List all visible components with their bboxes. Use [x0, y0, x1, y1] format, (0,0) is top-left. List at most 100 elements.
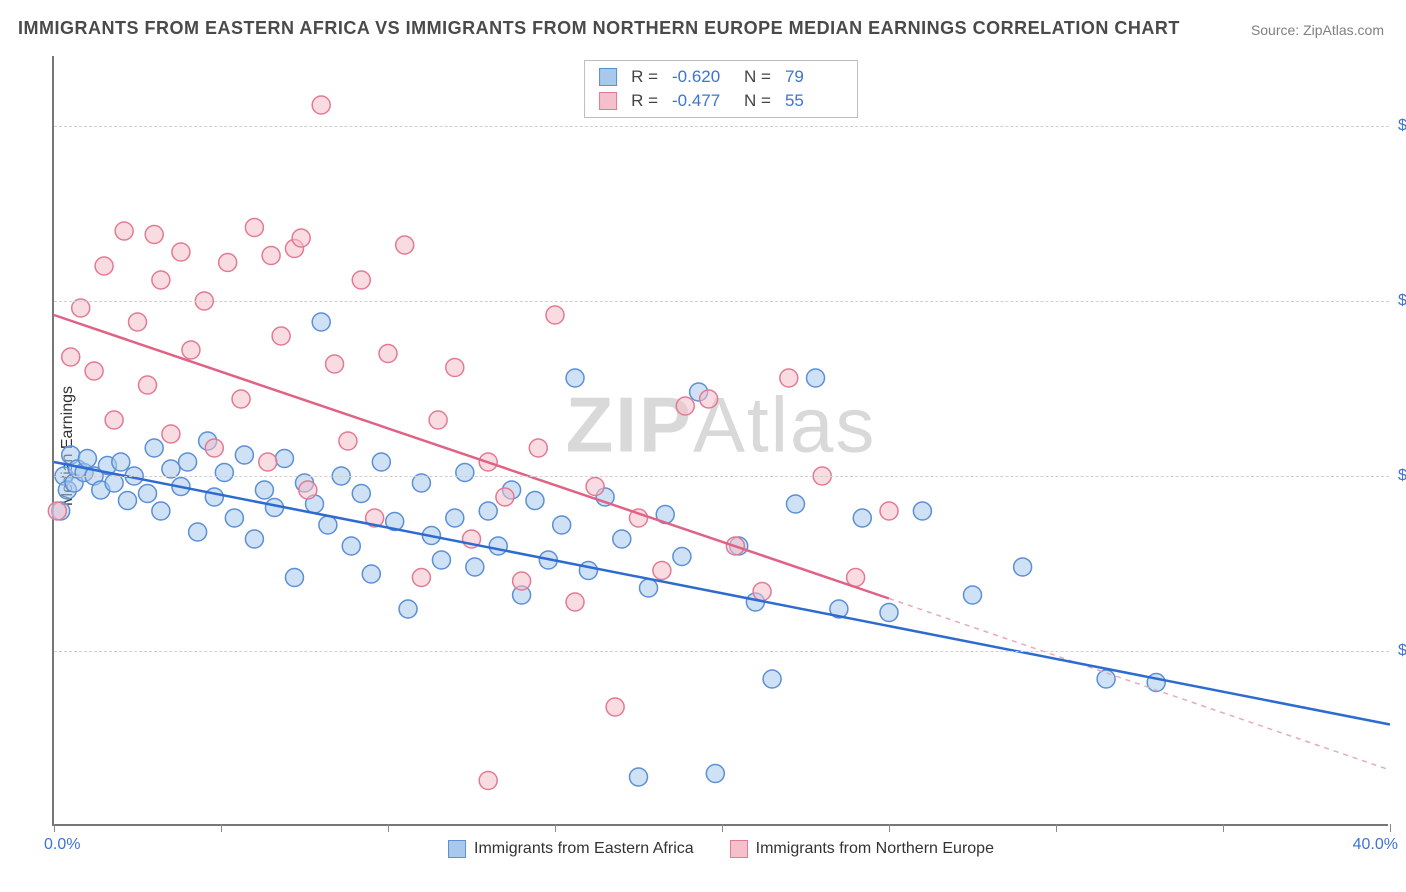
x-tick — [388, 824, 389, 832]
data-point — [262, 247, 280, 265]
data-point — [579, 562, 597, 580]
x-tick — [1223, 824, 1224, 832]
data-point — [162, 425, 180, 443]
data-point — [496, 488, 514, 506]
gridline — [54, 126, 1389, 127]
data-point — [546, 306, 564, 324]
legend-swatch-1 — [448, 840, 466, 858]
data-point — [182, 341, 200, 359]
data-point — [292, 229, 310, 247]
data-point — [205, 488, 223, 506]
data-point — [275, 450, 293, 468]
data-point — [352, 271, 370, 289]
data-point — [706, 765, 724, 783]
trend-line — [54, 462, 1390, 725]
data-point — [630, 768, 648, 786]
data-point — [513, 572, 531, 590]
r-value-1: -0.620 — [672, 67, 730, 87]
trend-line-extrapolated — [889, 599, 1390, 771]
legend-item-2: Immigrants from Northern Europe — [730, 840, 994, 858]
data-point — [139, 485, 157, 503]
data-point — [115, 222, 133, 240]
data-point — [255, 481, 273, 499]
data-point — [319, 516, 337, 534]
data-point — [753, 583, 771, 601]
data-point — [529, 439, 547, 457]
data-point — [145, 226, 163, 244]
data-point — [880, 502, 898, 520]
data-point — [225, 509, 243, 527]
data-point — [342, 537, 360, 555]
data-point — [489, 537, 507, 555]
y-tick-label: $75,000 — [1398, 292, 1406, 310]
data-point — [105, 411, 123, 429]
data-point — [446, 509, 464, 527]
data-point — [62, 348, 80, 366]
data-point — [880, 604, 898, 622]
data-point — [299, 481, 317, 499]
data-point — [456, 464, 474, 482]
x-tick — [54, 824, 55, 832]
y-tick-label: $50,000 — [1398, 467, 1406, 485]
data-point — [245, 219, 263, 237]
n-value-2: 55 — [785, 91, 843, 111]
data-point — [285, 569, 303, 587]
data-point — [362, 565, 380, 583]
data-point — [479, 502, 497, 520]
data-point — [232, 390, 250, 408]
chart-svg — [54, 56, 1388, 824]
data-point — [219, 254, 237, 272]
x-tick — [1390, 824, 1391, 832]
data-point — [235, 446, 253, 464]
data-point — [673, 548, 691, 566]
data-point — [606, 698, 624, 716]
data-point — [429, 411, 447, 429]
data-point — [48, 502, 66, 520]
data-point — [412, 569, 430, 587]
bottom-legend: Immigrants from Eastern Africa Immigrant… — [448, 840, 994, 858]
r-label: R = — [631, 67, 658, 87]
data-point — [780, 369, 798, 387]
data-point — [613, 530, 631, 548]
plot-area: ZIPAtlas R = -0.620 N = 79 R = -0.477 N … — [52, 56, 1388, 826]
data-point — [139, 376, 157, 394]
data-point — [205, 439, 223, 457]
data-point — [700, 390, 718, 408]
data-point — [245, 530, 263, 548]
data-point — [676, 397, 694, 415]
data-point — [1014, 558, 1032, 576]
legend-item-1: Immigrants from Eastern Africa — [448, 840, 694, 858]
gridline — [54, 301, 1389, 302]
data-point — [215, 464, 233, 482]
data-point — [118, 492, 136, 510]
data-point — [446, 359, 464, 377]
data-point — [179, 453, 197, 471]
data-point — [479, 772, 497, 790]
data-point — [152, 502, 170, 520]
data-point — [763, 670, 781, 688]
data-point — [786, 495, 804, 513]
data-point — [339, 432, 357, 450]
y-tick-label: $25,000 — [1398, 642, 1406, 660]
x-tick — [555, 824, 556, 832]
correlation-legend: R = -0.620 N = 79 R = -0.477 N = 55 — [584, 60, 858, 118]
x-tick — [221, 824, 222, 832]
data-point — [372, 453, 390, 471]
data-point — [853, 509, 871, 527]
data-point — [145, 439, 163, 457]
data-point — [1097, 670, 1115, 688]
trend-line — [54, 315, 889, 599]
n-value-1: 79 — [785, 67, 843, 87]
n-label: N = — [744, 91, 771, 111]
data-point — [396, 236, 414, 254]
data-point — [432, 551, 450, 569]
data-point — [112, 453, 130, 471]
data-point — [566, 593, 584, 611]
data-point — [152, 271, 170, 289]
data-point — [913, 502, 931, 520]
data-point — [964, 586, 982, 604]
data-point — [272, 327, 290, 345]
x-tick — [1056, 824, 1057, 832]
data-point — [653, 562, 671, 580]
x-tick — [889, 824, 890, 832]
